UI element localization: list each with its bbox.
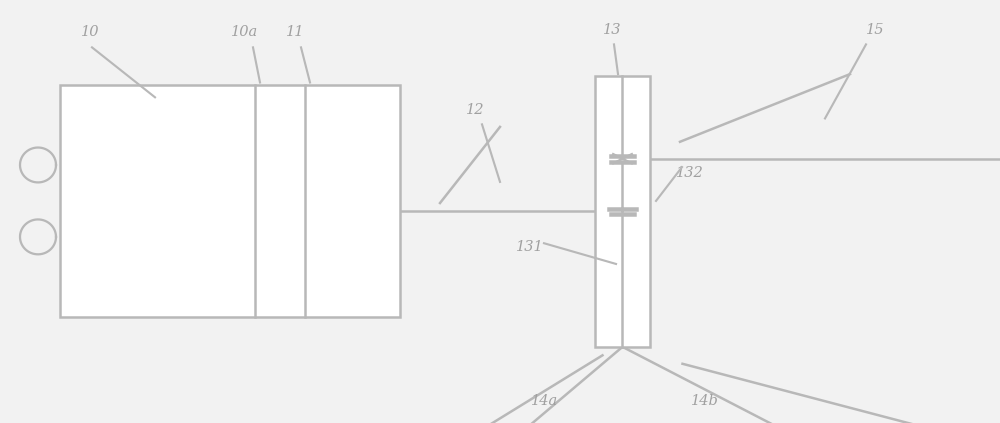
Text: 10a: 10a <box>231 25 259 39</box>
Bar <box>60 85 400 317</box>
Bar <box>595 76 650 347</box>
Text: 132: 132 <box>676 166 704 181</box>
Text: 15: 15 <box>866 22 884 37</box>
Text: 14b: 14b <box>691 394 719 408</box>
Text: 11: 11 <box>286 25 304 39</box>
Text: 14a: 14a <box>531 394 559 408</box>
Text: 13: 13 <box>603 22 621 37</box>
Text: 131: 131 <box>516 240 544 255</box>
Text: 10: 10 <box>81 25 99 39</box>
Text: 12: 12 <box>466 103 484 117</box>
